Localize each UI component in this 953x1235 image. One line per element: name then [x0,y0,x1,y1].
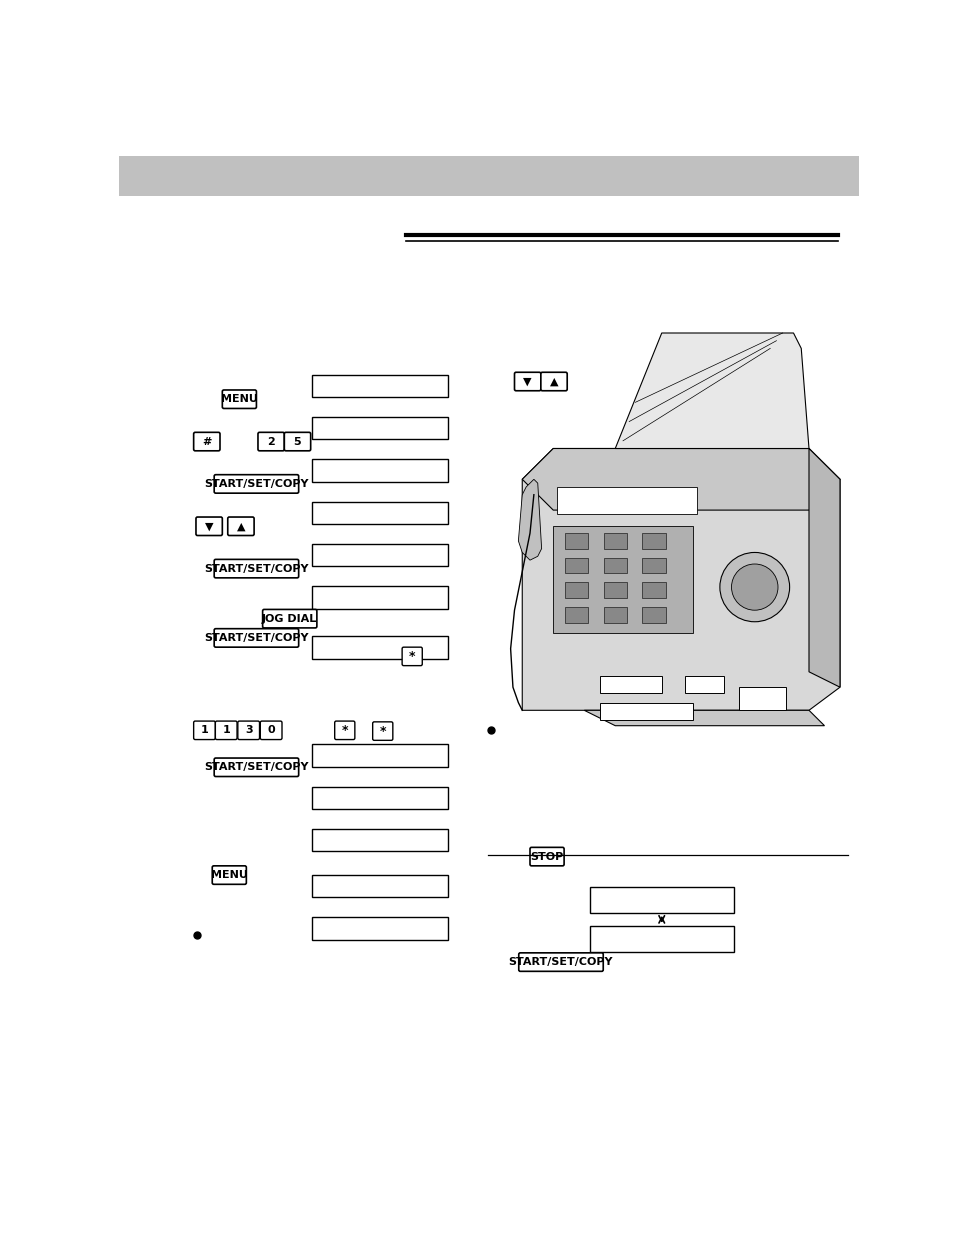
Bar [312,543,447,567]
Polygon shape [521,448,840,510]
FancyBboxPatch shape [540,372,567,390]
FancyBboxPatch shape [260,721,282,740]
Bar [684,677,723,693]
FancyBboxPatch shape [335,721,355,740]
Bar [564,583,587,598]
FancyBboxPatch shape [228,517,253,536]
Bar [312,374,447,396]
FancyBboxPatch shape [518,953,602,972]
Bar [312,745,447,767]
Bar [312,829,447,851]
Bar [553,526,692,634]
Bar [603,558,626,573]
Text: START/SET/COPY: START/SET/COPY [204,762,309,772]
Text: START/SET/COPY: START/SET/COPY [204,632,309,643]
Bar [590,887,733,913]
FancyBboxPatch shape [214,758,298,777]
Text: *: * [341,724,348,737]
FancyBboxPatch shape [193,721,215,740]
FancyBboxPatch shape [402,647,422,666]
Bar [312,636,447,658]
Text: *: * [379,725,386,737]
Bar [603,608,626,622]
FancyBboxPatch shape [262,609,316,627]
Text: ▼: ▼ [205,521,213,531]
Text: 3: 3 [245,725,253,735]
FancyBboxPatch shape [215,721,236,740]
Text: 1: 1 [200,725,208,735]
Circle shape [731,564,778,610]
Bar [641,558,665,573]
Polygon shape [615,333,808,448]
Bar [564,608,587,622]
Polygon shape [517,479,541,561]
FancyBboxPatch shape [222,390,256,409]
Bar [312,587,447,609]
FancyBboxPatch shape [214,474,298,493]
Text: JOG DIAL: JOG DIAL [262,614,317,624]
Text: *: * [409,650,415,663]
Bar [599,677,661,693]
FancyBboxPatch shape [212,866,246,884]
Text: START/SET/COPY: START/SET/COPY [204,479,309,489]
Bar [564,558,587,573]
Bar [590,926,733,952]
Text: #: # [202,436,212,447]
FancyBboxPatch shape [373,721,393,740]
Bar [603,534,626,548]
Text: START/SET/COPY: START/SET/COPY [204,563,309,573]
Bar [739,687,785,710]
Polygon shape [521,448,840,710]
FancyBboxPatch shape [195,517,222,536]
FancyBboxPatch shape [284,432,311,451]
FancyBboxPatch shape [214,629,298,647]
FancyBboxPatch shape [214,559,298,578]
Text: MENU: MENU [211,871,248,881]
Bar [312,787,447,809]
Text: MENU: MENU [221,394,257,404]
FancyBboxPatch shape [193,432,220,451]
Bar [119,156,858,196]
Bar [312,459,447,482]
Text: ▲: ▲ [236,521,245,531]
Bar [312,876,447,898]
Bar [599,703,692,720]
FancyBboxPatch shape [530,847,563,866]
Bar [603,583,626,598]
Text: ▲: ▲ [549,377,558,387]
Bar [312,417,447,440]
Text: STOP: STOP [530,852,563,862]
Bar [641,534,665,548]
Text: 2: 2 [267,436,274,447]
Bar [641,608,665,622]
Bar [557,487,696,514]
Bar [564,534,587,548]
Polygon shape [808,448,840,687]
Circle shape [720,552,789,621]
FancyBboxPatch shape [237,721,259,740]
FancyBboxPatch shape [257,432,284,451]
Text: START/SET/COPY: START/SET/COPY [508,957,613,967]
Text: ▼: ▼ [523,377,532,387]
Bar [312,918,447,940]
Bar [641,583,665,598]
Text: 0: 0 [267,725,274,735]
Text: 1: 1 [222,725,230,735]
Polygon shape [583,710,823,726]
FancyBboxPatch shape [514,372,540,390]
Bar [312,501,447,524]
Text: 5: 5 [294,436,301,447]
